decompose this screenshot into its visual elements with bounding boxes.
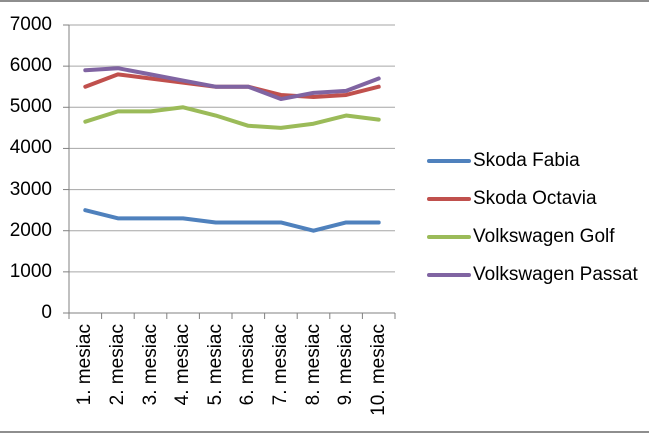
series-line-volkswagen-golf bbox=[83, 105, 381, 130]
y-axis-tick-label: 4000 bbox=[9, 137, 52, 159]
y-axis-tick-label: 3000 bbox=[9, 178, 52, 200]
legend-label: Skoda Fabia bbox=[473, 150, 580, 171]
x-axis-tick-label: 6. mesiac bbox=[237, 324, 259, 406]
x-axis-tick-label: 1. mesiac bbox=[74, 324, 96, 406]
x-axis-tick-label: 3. mesiac bbox=[139, 324, 161, 406]
legend-item: Volkswagen Golf bbox=[427, 226, 638, 247]
x-axis-tick-label: 4. mesiac bbox=[172, 324, 194, 406]
legend-item: Volkswagen Passat bbox=[427, 264, 638, 285]
y-axis-tick-label: 1000 bbox=[9, 260, 52, 282]
x-axis-tick-label: 10. mesiac bbox=[367, 324, 389, 416]
x-axis-tick-label: 7. mesiac bbox=[269, 324, 291, 406]
y-axis-tick-label: 2000 bbox=[9, 219, 52, 241]
legend-marker-line-icon bbox=[427, 158, 471, 163]
x-axis-tick-label: 8. mesiac bbox=[302, 324, 324, 406]
legend-marker-line-icon bbox=[427, 234, 471, 239]
legend-label: Volkswagen Golf bbox=[473, 226, 615, 247]
legend: Skoda Fabia Skoda Octavia Volkswagen Golf V… bbox=[427, 150, 638, 285]
y-axis-tick-label: 0 bbox=[41, 302, 52, 323]
x-axis-tick-label: 9. mesiac bbox=[335, 324, 357, 406]
legend-label: Skoda Octavia bbox=[473, 188, 597, 209]
legend-item: Skoda Fabia bbox=[427, 150, 638, 171]
legend-label: Volkswagen Passat bbox=[473, 264, 638, 285]
series-line-skoda-fabia bbox=[83, 208, 381, 233]
x-axis-tick-label: 5. mesiac bbox=[204, 324, 226, 406]
y-axis-tick-label: 5000 bbox=[9, 96, 52, 118]
legend-marker-line-icon bbox=[427, 196, 471, 201]
y-axis-tick-label: 6000 bbox=[9, 55, 52, 77]
x-axis-tick-label: 2. mesiac bbox=[106, 324, 128, 406]
legend-marker-line-icon bbox=[427, 272, 471, 277]
legend-item: Skoda Octavia bbox=[427, 188, 638, 209]
series-line-volkswagen-passat bbox=[83, 66, 381, 102]
y-axis-tick-label: 7000 bbox=[9, 14, 52, 35]
